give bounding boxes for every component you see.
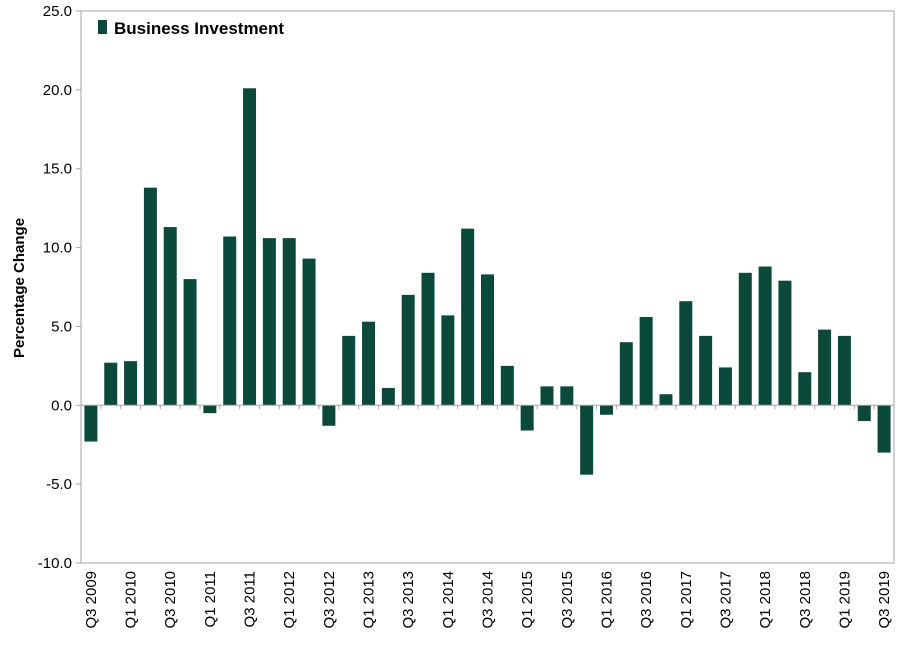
bar [580, 405, 594, 475]
bar [560, 386, 574, 406]
x-tick-label: Q1 2013 [361, 571, 378, 629]
bar [599, 405, 613, 415]
x-tick-label: Q3 2019 [876, 571, 893, 629]
bar [163, 227, 177, 406]
y-tick-label: 0.0 [51, 397, 72, 414]
bar [381, 387, 395, 406]
x-tick-label: Q1 2014 [440, 571, 457, 629]
bar [401, 294, 415, 406]
y-tick-label: 15.0 [43, 161, 72, 178]
bar [738, 272, 752, 406]
bar [223, 236, 237, 406]
bar [143, 187, 157, 406]
legend: Business Investment [98, 19, 284, 38]
x-tick-label: Q3 2015 [559, 571, 576, 629]
y-tick-label: -10.0 [38, 555, 72, 572]
x-tick-label: Q3 2012 [321, 571, 338, 629]
x-tick-label: Q3 2010 [162, 571, 179, 629]
y-tick-label: 20.0 [43, 82, 72, 99]
bar [322, 405, 336, 426]
bar [203, 405, 217, 414]
bars [84, 88, 891, 475]
bar [243, 88, 257, 406]
bar [857, 405, 871, 422]
x-tick-label: Q1 2017 [678, 571, 695, 629]
bar [659, 394, 673, 406]
bar [461, 228, 475, 406]
bar [282, 238, 296, 406]
x-tick-label: Q1 2018 [757, 571, 774, 629]
bar [798, 372, 812, 406]
bar [500, 365, 514, 406]
x-tick-label: Q1 2010 [123, 571, 140, 629]
x-tick-label: Q1 2011 [202, 571, 219, 627]
bar [818, 329, 832, 406]
x-tick-label: Q1 2016 [598, 571, 615, 629]
x-tick-label: Q3 2014 [480, 571, 497, 629]
y-axis-label: Percentage Change [11, 218, 28, 358]
x-tick-label: Q1 2015 [519, 571, 536, 629]
bar [124, 361, 138, 406]
x-axis-ticks: Q3 2009 Q1 2010 Q3 2010 Q1 2011 Q3 2011 Q1 20… [80, 405, 895, 629]
bar [342, 335, 356, 406]
bar [540, 386, 554, 406]
x-tick-label: Q3 2017 [717, 571, 734, 629]
bar [778, 280, 792, 406]
legend-label: Business Investment [114, 19, 284, 38]
bar [619, 342, 633, 406]
bar [84, 405, 98, 442]
y-tick-label: 5.0 [51, 318, 72, 335]
bar [877, 405, 891, 453]
y-tick-label: 10.0 [43, 240, 72, 257]
bar [481, 274, 494, 406]
bar [758, 266, 772, 406]
x-tick-label: Q3 2016 [638, 571, 655, 629]
y-tick-label: 25.0 [43, 3, 72, 20]
bar [718, 367, 732, 406]
y-tick-label: -5.0 [46, 476, 72, 493]
bar [441, 315, 455, 406]
bar [302, 258, 316, 406]
bar [262, 238, 276, 406]
bar [362, 321, 376, 406]
bar [679, 301, 693, 406]
y-axis-ticks: 25.0 20.0 15.0 10.0 5.0 0.0 -5.0 -10.0 [38, 3, 81, 572]
bar [837, 335, 851, 406]
legend-swatch [98, 20, 107, 34]
x-tick-label: Q3 2011 [242, 571, 259, 627]
bar [104, 362, 118, 406]
bar [639, 316, 653, 406]
bar [183, 279, 197, 406]
bar [699, 335, 713, 406]
x-tick-label: Q3 2018 [797, 571, 814, 629]
x-tick-label: Q3 2009 [83, 571, 100, 629]
x-tick-label: Q1 2019 [836, 571, 853, 629]
bar [421, 272, 435, 406]
x-tick-label: Q1 2012 [281, 571, 298, 629]
x-tick-label: Q3 2013 [400, 571, 417, 629]
bar [520, 405, 534, 431]
